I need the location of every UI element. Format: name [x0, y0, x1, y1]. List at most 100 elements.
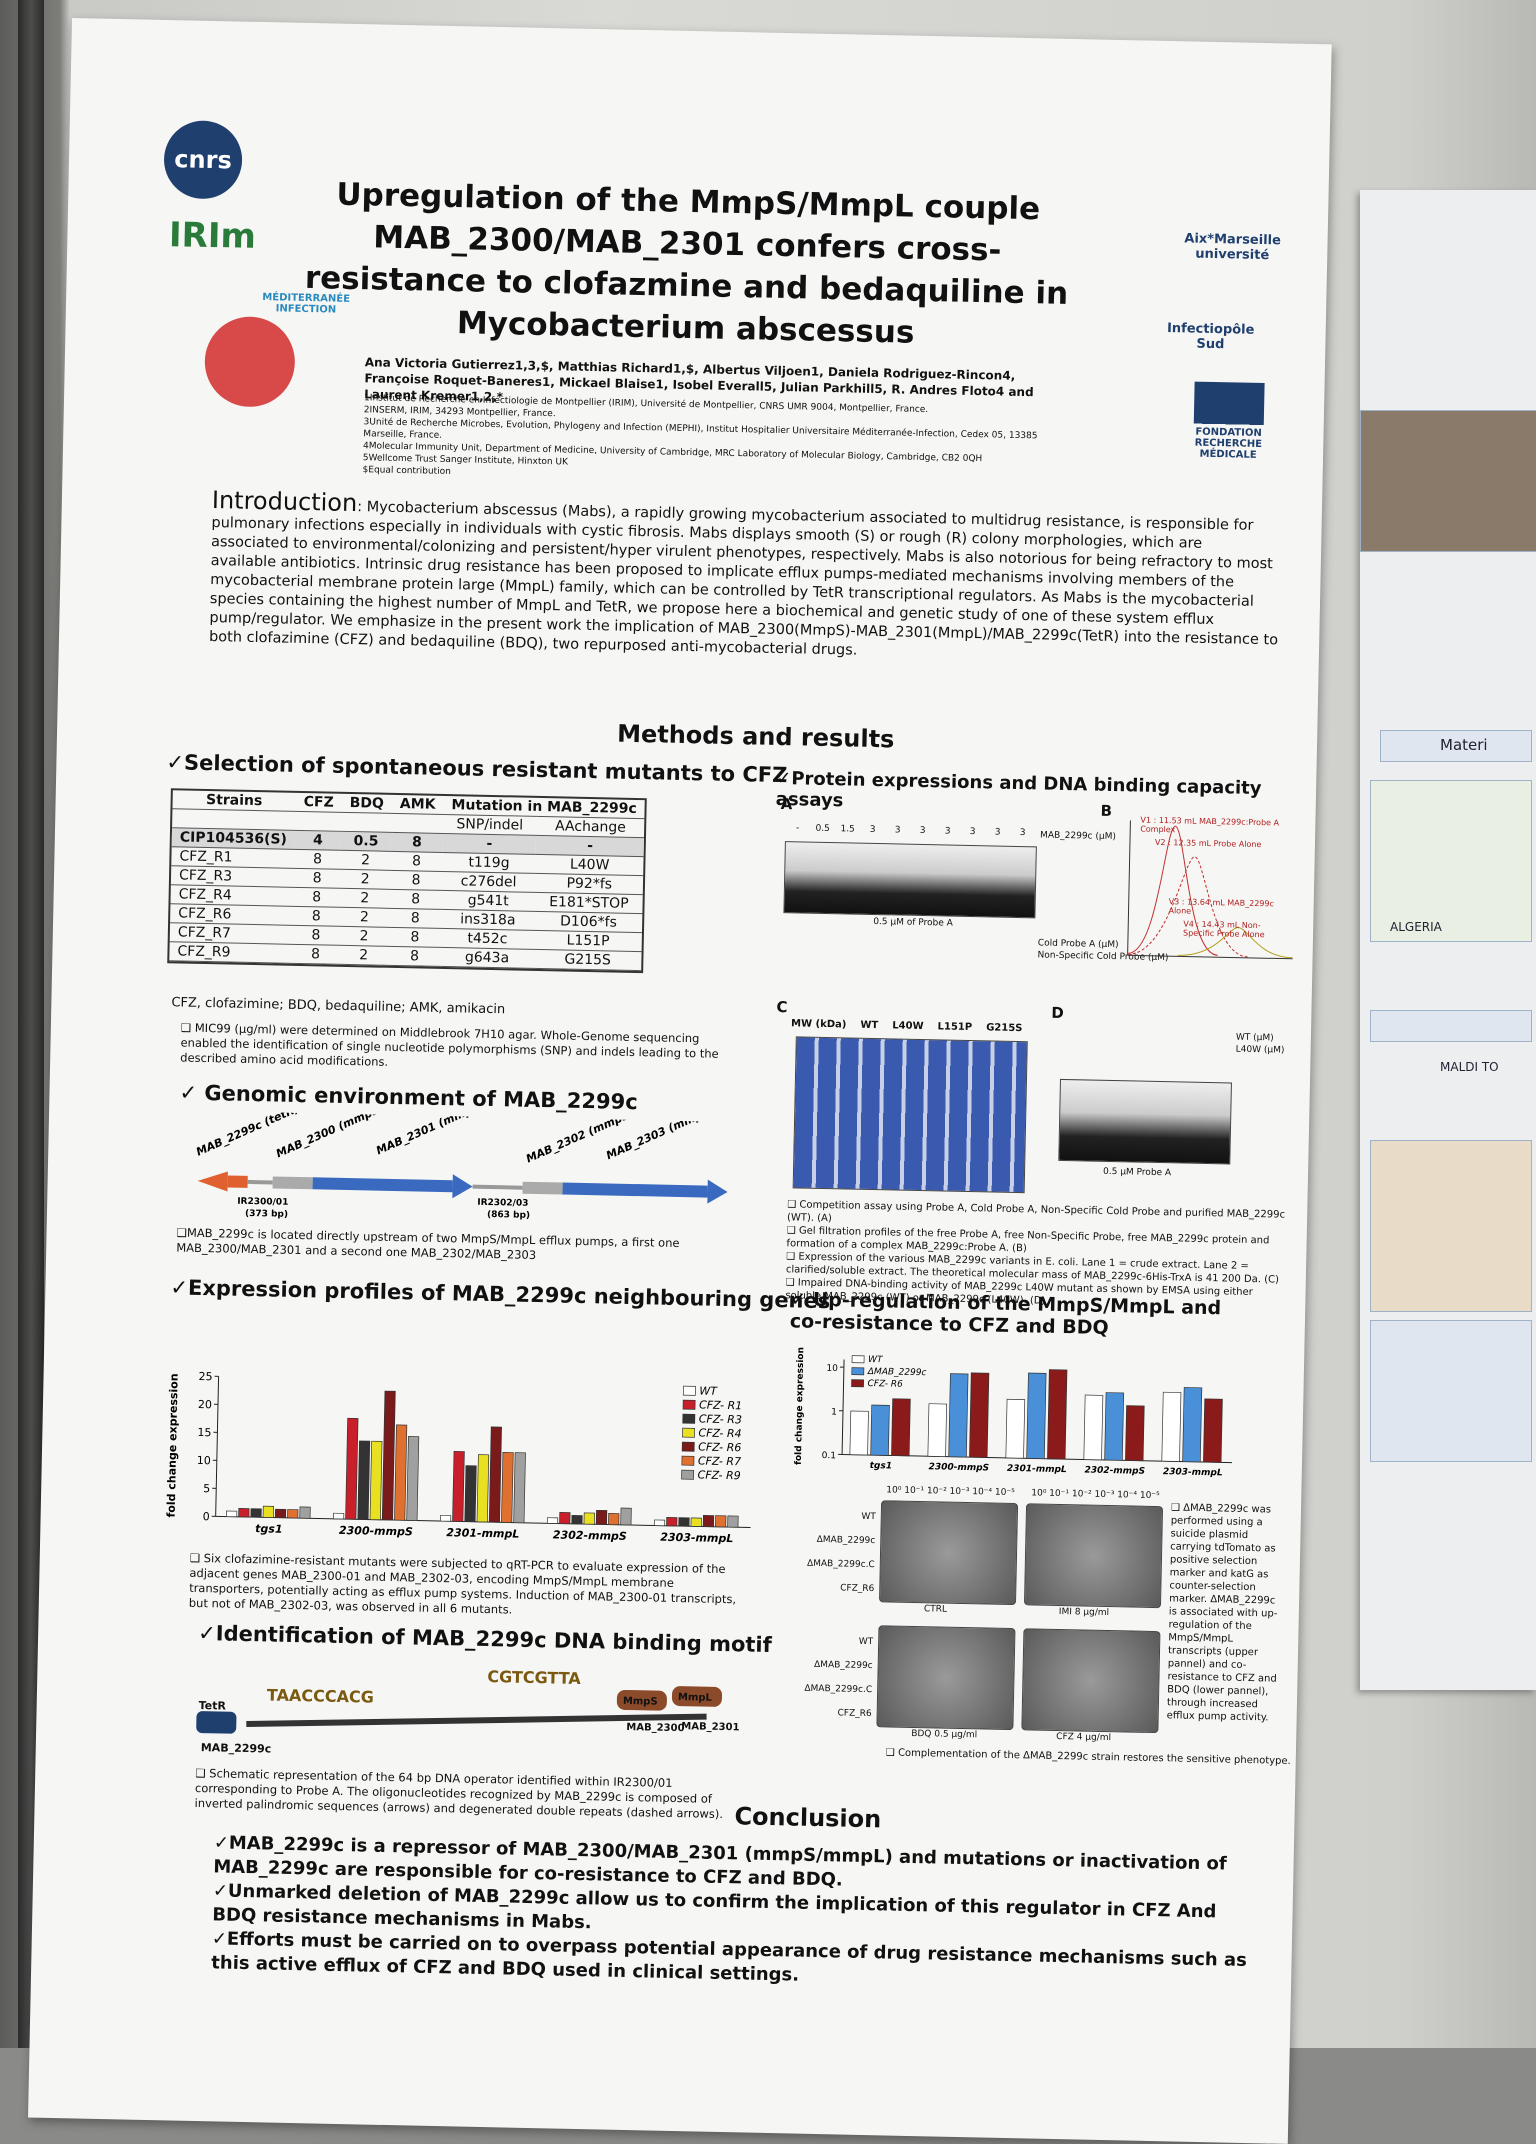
dilutions: 10⁰ 10⁻¹ 10⁻² 10⁻³ 10⁻⁴ 10⁻⁵: [1031, 1488, 1160, 1501]
cell: CFZ_R3: [171, 866, 294, 888]
plate-image: [879, 1500, 1018, 1605]
label: MAB_2299c (µM): [1040, 830, 1116, 842]
y-tick-label: 1: [831, 1408, 837, 1418]
bar: [358, 1441, 370, 1520]
cell: 2: [339, 907, 390, 927]
cell: 8: [293, 925, 339, 945]
bar: [333, 1513, 344, 1519]
cell: 8: [294, 868, 340, 888]
page: {"logos": ["cnrs", "IRIm", "MÉDITERRANÉE…: [0, 0, 1536, 2048]
text: MALDI TO: [1440, 1060, 1499, 1074]
x-tick-label: 2301-mmpL: [1007, 1464, 1067, 1475]
bar: [572, 1515, 583, 1524]
panel-label: B: [1100, 802, 1112, 820]
strain-label: WT: [798, 1629, 873, 1655]
condition: CTRL: [924, 1604, 947, 1614]
note-text: ΔMAB_2299c was performed using a suicide…: [1167, 1503, 1278, 1724]
bar: [394, 1425, 406, 1520]
bar: [489, 1427, 501, 1522]
panel-label: C: [776, 998, 787, 1016]
cell: 8: [389, 908, 441, 928]
bar: [691, 1518, 702, 1527]
motif-label: MAB_2300: [626, 1722, 684, 1734]
bar: [370, 1441, 382, 1520]
label: 0.5 µM of Probe A: [873, 917, 953, 929]
lane-label: 3: [1010, 828, 1035, 839]
text: ALGERIA: [1390, 920, 1442, 934]
motif-label: TAACCCACG: [267, 1685, 374, 1706]
gel-image: [1058, 1079, 1232, 1165]
logo: FONDATION RECHERCHE MÉDICALE: [1193, 382, 1265, 461]
cell: [341, 812, 392, 832]
cell: 2: [339, 926, 390, 946]
strain-label: CFZ_R6: [799, 1576, 874, 1602]
logo: IRIm: [157, 215, 268, 257]
cell: P92*fs: [535, 873, 643, 894]
lane-group: G215S: [986, 1022, 1023, 1034]
logo-seal: [204, 316, 296, 408]
section-heading: ✓ Genomic environment of MAB_2299c: [179, 1080, 638, 1114]
cell: [172, 809, 295, 831]
bar: [621, 1508, 632, 1525]
legend-label: ΔMAB_2299c: [867, 1367, 927, 1378]
y-tick-label: 10: [826, 1364, 838, 1374]
motif-label: CGTCGTTA: [487, 1667, 581, 1688]
legend-swatch: [683, 1386, 695, 1395]
logo: Aix*Marseille université: [1177, 231, 1288, 263]
note-text: MAB_2299c is located directly upstream o…: [176, 1226, 680, 1262]
axis: [1128, 820, 1131, 955]
bar: [501, 1452, 513, 1522]
note: ❑ ΔMAB_2299c was performed using a suici…: [1167, 1501, 1287, 1724]
cell: 8: [389, 946, 441, 966]
y-tick-label: 10: [197, 1454, 211, 1467]
cell: CFZ_R6: [170, 904, 293, 926]
cell: L151P: [534, 930, 642, 951]
note-text: Schematic representation of the 64 bp DN…: [194, 1766, 723, 1821]
bar: [346, 1418, 359, 1519]
footnote: CFZ, clofazimine; BDQ, bedaquiline; AMK,…: [171, 995, 505, 1017]
bar: [239, 1508, 250, 1517]
cell: L40W: [536, 854, 644, 875]
y-tick-label: 5: [203, 1482, 210, 1495]
plate-image: [876, 1625, 1015, 1730]
bar: [703, 1515, 714, 1526]
ir-label: IR2300/01: [237, 1197, 288, 1208]
lane-group: MW (kDa): [791, 1018, 847, 1030]
bar: [608, 1513, 619, 1524]
x-tick-label: 2303-mmpL: [1163, 1467, 1223, 1478]
panel-label: D: [1051, 1004, 1064, 1022]
ir-label: (863 bp): [487, 1210, 530, 1221]
bar: [584, 1513, 595, 1524]
gene-arrow: [562, 1183, 707, 1198]
subcolumn-header: AAchange: [536, 816, 644, 837]
label: WT (µM): [1236, 1033, 1286, 1044]
y-axis: [216, 1376, 219, 1516]
lane-group: L40W: [892, 1020, 924, 1032]
bar: [1027, 1373, 1046, 1459]
gene-arrow: [452, 1174, 472, 1198]
motif-label: MAB_2299c: [201, 1741, 272, 1755]
gene-arrow: [273, 1176, 313, 1189]
cell: g541t: [441, 890, 535, 911]
legend-label: WT: [868, 1355, 884, 1365]
cell: G215S: [534, 949, 642, 970]
gene-arrow: [707, 1180, 727, 1204]
strain-label: ΔMAB_2299c: [797, 1653, 872, 1679]
cell: 8: [294, 887, 340, 907]
bar: [382, 1391, 395, 1520]
legend-swatch: [683, 1400, 695, 1409]
bar: [1006, 1399, 1025, 1458]
bar: [407, 1436, 419, 1520]
cell: CFZ_R4: [170, 885, 293, 907]
bar: [1203, 1399, 1222, 1463]
intergenic: [248, 1180, 273, 1185]
cell: CFZ_R1: [171, 847, 294, 869]
bar: [251, 1509, 262, 1518]
legend-label: CFZ- R9: [697, 1468, 740, 1482]
subcolumn-header: SNP/indel: [443, 814, 537, 835]
bar: [871, 1405, 890, 1455]
